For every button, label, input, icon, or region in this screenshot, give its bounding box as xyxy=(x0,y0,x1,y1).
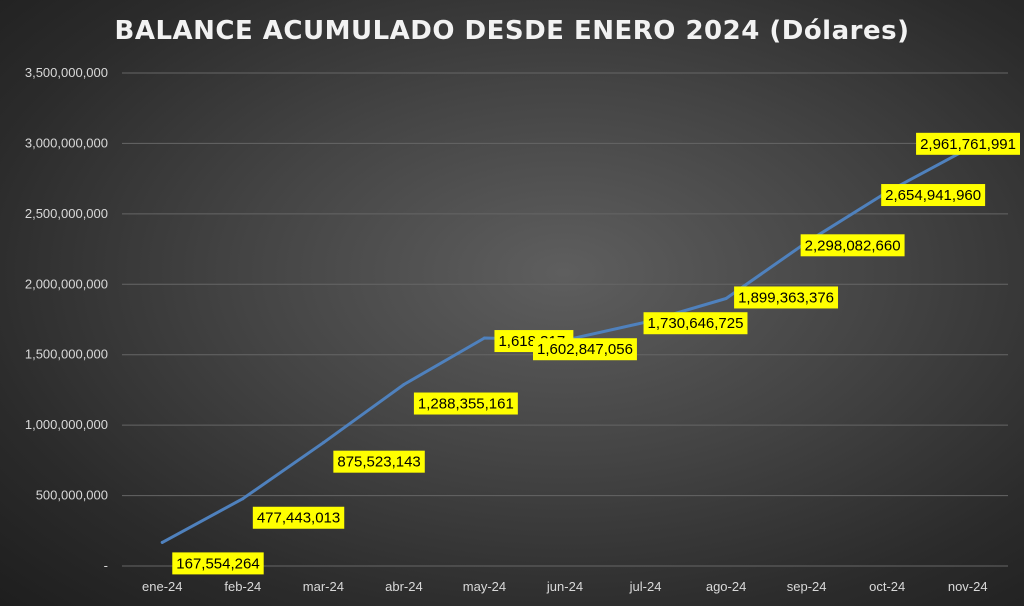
x-tick-label: oct-24 xyxy=(869,579,905,594)
data-labels: 167,554,264 477,443,013 875,523,143 1,288,3… xyxy=(172,132,1020,575)
data-label-box xyxy=(252,506,345,529)
data-label: 2,654,941,960 xyxy=(881,184,986,207)
y-tick-label: 2,500,000,000 xyxy=(25,206,108,221)
data-label-text: 2,961,761,991 xyxy=(920,136,1016,153)
data-label: 167,554,264 xyxy=(172,552,264,575)
data-label: 1,602,847,056 xyxy=(533,338,637,361)
data-label: 1,730,646,725 xyxy=(643,312,748,335)
y-tick-label: - xyxy=(104,558,108,573)
data-label-text: 167,554,264 xyxy=(176,555,259,572)
data-label: 2,298,082,660 xyxy=(800,234,905,257)
data-label-box xyxy=(413,392,518,415)
x-tick-label: feb-24 xyxy=(224,579,261,594)
x-tick-label: mar-24 xyxy=(303,579,344,594)
y-tick-label: 2,000,000,000 xyxy=(25,276,108,291)
data-label: 1,288,355,161 xyxy=(413,392,518,415)
data-label-box xyxy=(734,286,839,309)
data-label-text: 1,730,646,725 xyxy=(648,315,744,332)
data-label-box xyxy=(881,184,986,207)
y-tick-label: 3,000,000,000 xyxy=(25,135,108,150)
data-label: 1,899,363,376 xyxy=(734,286,839,309)
y-tick-label: 1,000,000,000 xyxy=(25,417,108,432)
data-point xyxy=(482,336,486,340)
data-label-text: 477,443,013 xyxy=(257,510,340,527)
x-tick-label: ago-24 xyxy=(706,579,746,594)
x-tick-label: sep-24 xyxy=(787,579,827,594)
data-point xyxy=(160,540,164,544)
y-tick-label: 500,000,000 xyxy=(36,488,108,503)
y-tick-label: 1,500,000,000 xyxy=(25,347,108,362)
data-point xyxy=(241,497,245,501)
data-label-text: 875,523,143 xyxy=(337,454,420,471)
x-tick-label: ene-24 xyxy=(142,579,182,594)
x-tick-label: jun-24 xyxy=(546,579,583,594)
data-label: 477,443,013 xyxy=(252,506,345,529)
data-label-text: 2,298,082,660 xyxy=(805,237,901,254)
data-point xyxy=(724,296,728,300)
data-label-box xyxy=(916,132,1020,155)
data-label-box xyxy=(800,234,905,257)
x-tick-label: abr-24 xyxy=(385,579,423,594)
x-tick-label: nov-24 xyxy=(948,579,988,594)
data-label: 875,523,143 xyxy=(333,450,425,473)
x-tick-label: jul-24 xyxy=(629,579,662,594)
data-point xyxy=(402,383,406,387)
y-tick-label: 3,500,000,000 xyxy=(25,65,108,80)
gridlines xyxy=(122,72,1008,567)
data-label: 2,961,761,991 xyxy=(916,132,1020,155)
data-label-box xyxy=(172,552,264,575)
y-axis-tick-labels: - 500,000,000 1,000,000,000 1,500,000,000 2,… xyxy=(25,65,108,573)
data-label-box xyxy=(533,338,637,361)
data-point xyxy=(321,441,325,445)
chart-title: BALANCE ACUMULADO DESDE ENERO 2024 (Dóla… xyxy=(114,16,910,46)
data-label-box xyxy=(333,450,425,473)
data-label-text: 1,602,847,056 xyxy=(537,341,633,358)
x-axis-tick-labels: ene-24 feb-24 mar-24 abr-24 may-24 jun-24 jul-… xyxy=(142,579,988,594)
data-label-box xyxy=(643,312,748,335)
x-tick-label: may-24 xyxy=(463,579,506,594)
data-label-text: 2,654,941,960 xyxy=(885,187,981,204)
data-label-text: 1,899,363,376 xyxy=(738,289,834,306)
data-label-text: 1,288,355,161 xyxy=(418,396,514,413)
